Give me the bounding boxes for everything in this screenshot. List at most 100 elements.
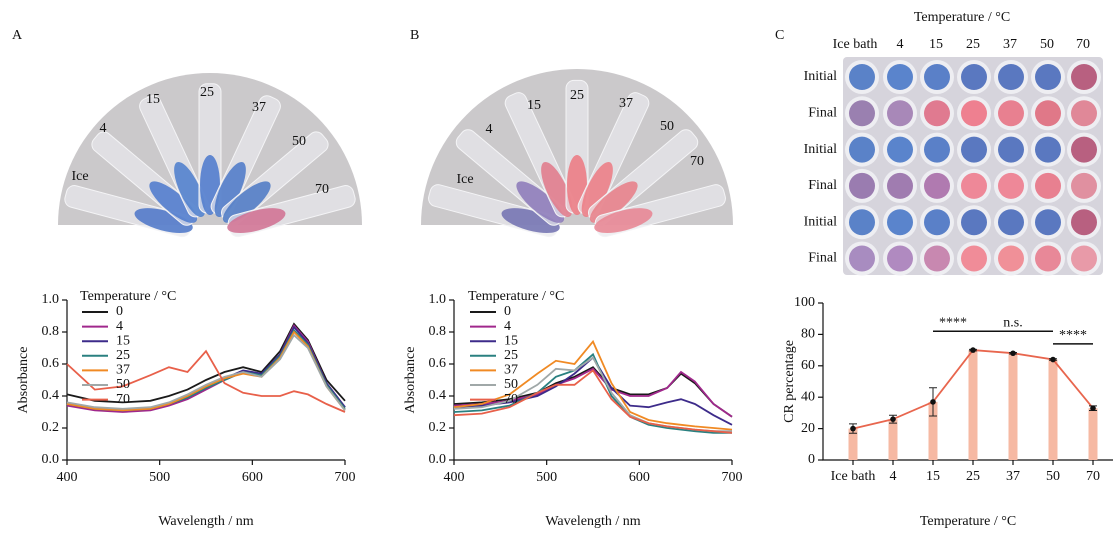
spectrum-line [453, 356, 733, 426]
x-tick-label: 50 [1046, 469, 1060, 484]
y-tick-label: 0.8 [42, 324, 60, 339]
mean-point [850, 425, 856, 432]
tube-liquid [174, 161, 206, 218]
tube-liquid [541, 161, 573, 218]
spectrum-line [453, 367, 733, 418]
x-tick-label: 500 [536, 470, 557, 485]
tube [139, 95, 210, 218]
well [887, 245, 913, 272]
plate-row-label: Initial [804, 142, 838, 157]
legend-title: Temperature / °C [80, 289, 176, 304]
tube-liquid [134, 208, 193, 233]
tube-label: 4 [100, 121, 107, 136]
x-tick-label: 500 [149, 470, 170, 485]
tube-liquid [214, 161, 246, 218]
tube [455, 129, 566, 226]
bar [1008, 353, 1018, 460]
y-axis-label: Absorbance [403, 347, 418, 414]
legend-label: 0 [504, 304, 511, 319]
y-axis-label: CR percentage [782, 340, 797, 423]
x-axis-label: Temperature / °C [920, 514, 1016, 529]
tube [565, 79, 589, 215]
well [849, 136, 875, 163]
x-tick-label: 70 [1086, 469, 1100, 484]
tube [210, 95, 281, 218]
x-tick-label: 25 [966, 469, 980, 484]
y-tick-label: 0.0 [42, 452, 60, 467]
well [849, 172, 875, 199]
tube-liquid [222, 181, 271, 223]
plate-row-label: Initial [804, 69, 838, 84]
well [849, 245, 875, 272]
well [1071, 100, 1097, 127]
well [998, 64, 1024, 90]
well [998, 172, 1024, 199]
y-tick-label: 0 [808, 452, 815, 467]
legend-label: 4 [116, 319, 123, 334]
spectrum-line [453, 366, 733, 418]
tube-label: 25 [570, 88, 584, 103]
well [887, 209, 913, 236]
x-axis-label: Wavelength / nm [545, 514, 640, 529]
legend-label: 15 [116, 333, 130, 348]
axes [822, 303, 1113, 461]
legend-title: Temperature / °C [468, 289, 564, 304]
y-tick-label: 20 [801, 421, 815, 436]
tube [91, 131, 199, 226]
panel-label: B [410, 28, 419, 43]
legend-label: 50 [116, 377, 130, 392]
well [924, 209, 950, 236]
plate-row-label: Final [808, 106, 837, 121]
legend-label: 70 [504, 392, 518, 407]
y-tick-label: 0.8 [429, 324, 447, 339]
tube-label: Ice [456, 172, 473, 187]
well [924, 245, 950, 272]
x-tick-label: Ice bath [831, 469, 876, 484]
mean-point [1050, 356, 1056, 363]
well [961, 100, 987, 127]
well [1035, 209, 1061, 236]
x-tick-label: 15 [926, 469, 940, 484]
plate-row-label: Initial [804, 214, 838, 229]
plate-column-label: 50 [1040, 37, 1054, 52]
mean-point [930, 399, 936, 405]
y-tick-label: 0.0 [429, 452, 447, 467]
x-tick-label: 4 [890, 469, 897, 484]
well [998, 100, 1024, 127]
legend-label: 0 [116, 304, 123, 319]
y-tick-label: 60 [801, 358, 815, 373]
bar [968, 350, 978, 460]
well [1071, 209, 1097, 236]
well [887, 100, 913, 127]
x-tick-label: 700 [335, 470, 356, 485]
tube-label: 4 [486, 122, 493, 137]
y-tick-label: 0.6 [42, 356, 60, 371]
y-tick-label: 0.6 [429, 356, 447, 371]
x-tick-label: 37 [1006, 469, 1020, 484]
tube-label: 70 [315, 182, 329, 197]
legend-label: 70 [116, 392, 130, 407]
tube-label: 50 [660, 119, 674, 134]
well [1035, 172, 1061, 199]
photo [421, 69, 733, 238]
well [924, 136, 950, 163]
tube-label: 70 [690, 154, 704, 169]
bar [888, 419, 898, 460]
well [998, 136, 1024, 163]
mean-point [1010, 350, 1016, 357]
spectrum-line [453, 352, 732, 434]
legend-label: 15 [504, 333, 518, 348]
bar [1088, 408, 1098, 460]
well [961, 172, 987, 199]
spectrum-line [66, 322, 346, 404]
spectrum-line [453, 339, 733, 431]
tube-label: Ice [71, 169, 88, 184]
well [1035, 136, 1061, 163]
y-tick-label: 100 [794, 295, 815, 310]
y-tick-label: 0.4 [42, 388, 60, 403]
spectrum-line [66, 349, 346, 413]
x-tick-label: 400 [57, 470, 78, 485]
plate-column-label: Ice bath [833, 37, 878, 52]
tube-liquid [501, 208, 560, 233]
well [924, 172, 950, 199]
